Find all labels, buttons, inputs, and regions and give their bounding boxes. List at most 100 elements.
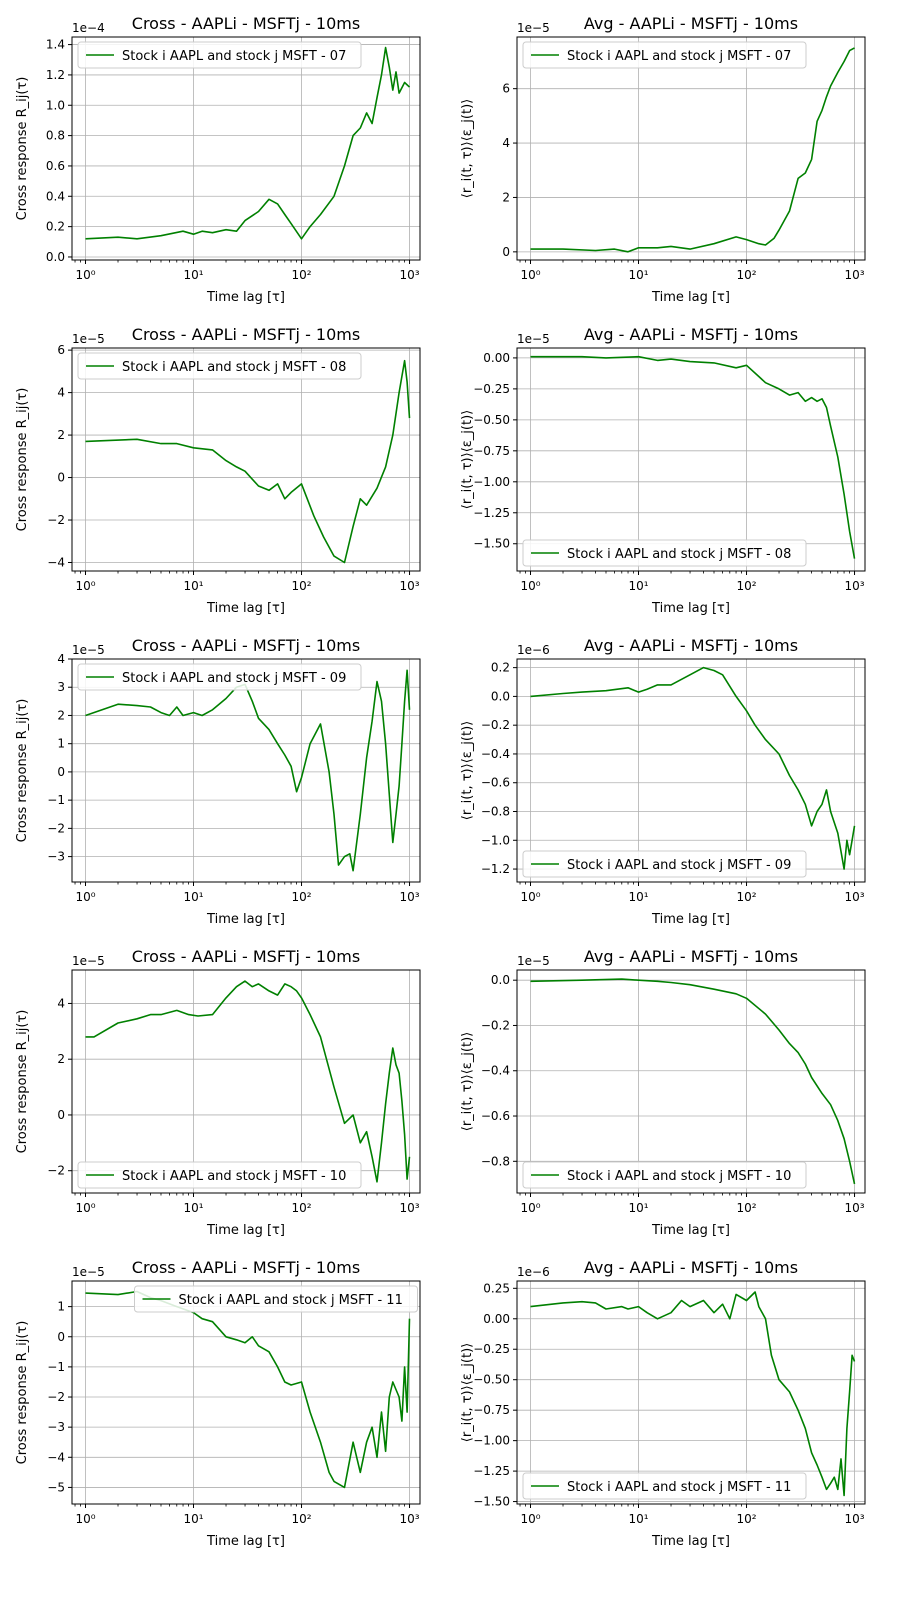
x-tick-label: 10³ xyxy=(399,890,419,904)
x-tick-label: 10² xyxy=(736,1201,756,1215)
y-offset-label: 1e−4 xyxy=(72,21,105,35)
y-tick-label: 4 xyxy=(57,386,65,400)
legend: Stock i AAPL and stock j MSFT - 11 xyxy=(522,1472,807,1500)
x-tick-label: 10⁰ xyxy=(75,579,95,593)
y-tick-label: −0.2 xyxy=(481,1018,510,1032)
y-offset-label: 1e−5 xyxy=(72,643,105,657)
x-tick-label: 10² xyxy=(736,579,756,593)
y-tick-label: 3 xyxy=(57,680,65,694)
y-tick-label: −1.00 xyxy=(473,1434,510,1448)
subplot-10: 10⁰ 10¹ 10² 10³ 0.25 0.00 −0.25 −0.50 −0.75 −1.00… xyxy=(460,1258,866,1549)
legend: Stock i AAPL and stock j MSFT - 09 xyxy=(77,663,362,691)
y-offset-label: 1e−5 xyxy=(517,332,550,346)
series-line xyxy=(85,46,411,240)
gridlines xyxy=(517,1281,865,1504)
legend: Stock i AAPL and stock j MSFT - 07 xyxy=(77,41,362,69)
y-axis: −2 0 2 4 xyxy=(47,996,72,1178)
legend-label: Stock i AAPL and stock j MSFT - 08 xyxy=(122,360,346,375)
y-tick-label: 0.2 xyxy=(491,661,510,675)
y-offset-label: 1e−5 xyxy=(517,21,550,35)
y-tick-label: −3 xyxy=(47,850,65,864)
x-axis: 10⁰ 10¹ 10² 10³ xyxy=(519,260,865,282)
x-axis: 10⁰ 10¹ 10² 10³ xyxy=(74,571,420,593)
x-tick-label: 10³ xyxy=(844,268,864,282)
x-tick-label: 10³ xyxy=(399,1512,419,1526)
subplot-title: Avg - AAPLi - MSFTj - 10ms xyxy=(584,947,798,966)
y-tick-label: −5 xyxy=(47,1480,65,1494)
y-tick-label: 0.00 xyxy=(483,1312,510,1326)
y-axis-label: ⟨r_i(t, τ)⟩⟨ε_j(t)⟩ xyxy=(460,1343,475,1442)
series-line xyxy=(85,980,411,1183)
y-axis: −4 −2 0 2 4 6 xyxy=(47,343,72,570)
legend: Stock i AAPL and stock j MSFT - 11 xyxy=(134,1285,418,1313)
legend: Stock i AAPL and stock j MSFT - 09 xyxy=(522,850,807,878)
y-tick-label: 0 xyxy=(57,1330,65,1344)
y-tick-label: 0 xyxy=(57,1108,65,1122)
gridlines xyxy=(72,970,420,1193)
axes-frame xyxy=(71,969,421,1194)
y-tick-label: 2 xyxy=(57,428,65,442)
y-tick-label: 0.25 xyxy=(483,1281,510,1295)
y-tick-label: −0.2 xyxy=(481,718,510,732)
series-line xyxy=(85,359,411,564)
x-tick-label: 10² xyxy=(291,1201,311,1215)
y-tick-label: −1.50 xyxy=(473,1495,510,1509)
subplot-1: 10⁰ 10¹ 10² 10³ 0.0 0.2 0.4 0.6 0.8 1.0 1.2 1.4 1e−4… xyxy=(15,14,421,305)
legend-box xyxy=(77,1161,362,1189)
gridlines xyxy=(72,658,420,882)
y-tick-label: −3 xyxy=(47,1420,65,1434)
y-tick-label: −0.4 xyxy=(481,747,510,761)
legend-label: Stock i AAPL and stock j MSFT - 11 xyxy=(567,1480,791,1495)
subplot-3: 10⁰ 10¹ 10² 10³ −4 −2 0 2 4 6 1e−5 Cross - AAPLi - … xyxy=(15,325,421,616)
x-axis-label: Time lag [τ] xyxy=(206,912,285,927)
y-offset-label: 1e−5 xyxy=(72,954,105,968)
legend: Stock i AAPL and stock j MSFT - 08 xyxy=(77,352,362,380)
y-offset-label: 1e−5 xyxy=(72,332,105,346)
x-axis: 10⁰ 10¹ 10² 10³ xyxy=(519,1193,865,1215)
x-tick-label: 10⁰ xyxy=(75,1512,95,1526)
subplot-9: 10⁰ 10¹ 10² 10³ −5 −4 −3 −2 −1 0 1 1e−5 Cross - AAPL… xyxy=(15,1258,421,1549)
y-tick-label: −0.75 xyxy=(473,1403,510,1417)
y-tick-label: −1.00 xyxy=(473,475,510,489)
y-tick-label: 0.8 xyxy=(46,129,65,143)
x-axis-label: Time lag [τ] xyxy=(206,1223,285,1238)
legend-label: Stock i AAPL and stock j MSFT - 09 xyxy=(567,858,791,873)
series-line xyxy=(530,355,856,559)
subplot-7: 10⁰ 10¹ 10² 10³ −2 0 2 4 1e−5 Cross - AAPLi - MSF… xyxy=(15,947,421,1238)
y-tick-label: −2 xyxy=(47,821,65,835)
x-tick-label: 10³ xyxy=(844,890,864,904)
gridlines xyxy=(517,348,865,571)
y-tick-label: 0.6 xyxy=(46,159,65,173)
x-tick-label: 10¹ xyxy=(628,579,648,593)
x-tick-label: 10¹ xyxy=(183,268,203,282)
x-tick-label: 10⁰ xyxy=(520,1512,540,1526)
y-axis-label: Cross response R_ij(τ) xyxy=(15,388,30,532)
y-tick-label: −0.75 xyxy=(473,444,510,458)
legend-label: Stock i AAPL and stock j MSFT - 11 xyxy=(179,1293,403,1308)
subplot-title: Cross - AAPLi - MSFTj - 10ms xyxy=(132,325,360,344)
subplot-title: Cross - AAPLi - MSFTj - 10ms xyxy=(132,14,360,33)
subplot-8: 10⁰ 10¹ 10² 10³ 0.0 −0.2 −0.4 −0.6 −0.8 1e−5 Avg -… xyxy=(460,947,866,1238)
legend-label: Stock i AAPL and stock j MSFT - 07 xyxy=(122,49,346,64)
y-axis: 0.0 0.2 0.4 0.6 0.8 1.0 1.2 1.4 xyxy=(46,38,72,264)
legend-label: Stock i AAPL and stock j MSFT - 10 xyxy=(567,1169,791,1184)
x-axis: 10⁰ 10¹ 10² 10³ xyxy=(74,1193,420,1215)
y-axis-label: Cross response R_ij(τ) xyxy=(15,1010,30,1154)
y-offset-label: 1e−6 xyxy=(517,643,550,657)
subplot-5: 10⁰ 10¹ 10² 10³ −3 −2 −1 0 1 2 3 4 1e−5 Cross - AAPLi… xyxy=(15,636,421,927)
legend: Stock i AAPL and stock j MSFT - 10 xyxy=(522,1161,807,1189)
y-tick-label: −1 xyxy=(47,1360,65,1374)
gridlines xyxy=(517,970,865,1193)
axes-frame xyxy=(516,347,866,572)
series-line xyxy=(530,666,856,870)
axes-frame xyxy=(516,969,866,1194)
y-tick-label: 6 xyxy=(57,343,65,357)
subplot-title: Cross - AAPLi - MSFTj - 10ms xyxy=(132,1258,360,1277)
x-tick-label: 10³ xyxy=(844,1512,864,1526)
y-tick-label: 4 xyxy=(57,652,65,666)
x-tick-label: 10¹ xyxy=(628,890,648,904)
y-axis-label: ⟨r_i(t, τ)⟩⟨ε_j(t)⟩ xyxy=(460,1032,475,1131)
y-tick-label: −1.2 xyxy=(481,862,510,876)
legend: Stock i AAPL and stock j MSFT - 08 xyxy=(522,539,807,567)
y-tick-label: −0.25 xyxy=(473,382,510,396)
